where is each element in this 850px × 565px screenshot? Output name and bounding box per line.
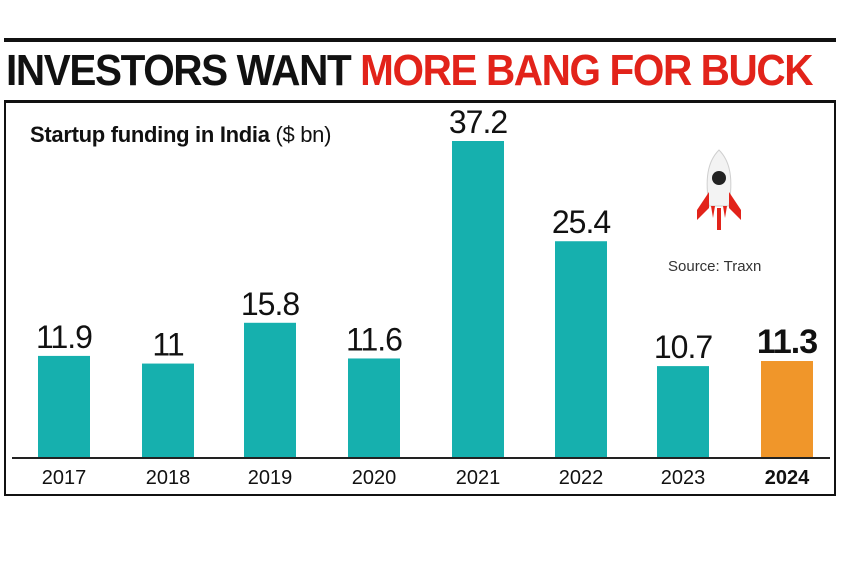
bar-2024	[761, 361, 813, 457]
x-tick-2020: 2020	[352, 467, 397, 489]
bar-2023	[657, 366, 709, 457]
bar-2017	[38, 355, 90, 457]
chart-frame	[4, 100, 836, 496]
bar-2020	[348, 358, 400, 457]
subtitle-main: Startup funding in India	[30, 122, 270, 147]
chart-subtitle: Startup funding in India ($ bn)	[30, 122, 331, 148]
rocket-icon	[697, 149, 741, 230]
value-label-2021: 37.2	[449, 104, 507, 140]
x-tick-2018: 2018	[146, 467, 191, 489]
headline-part-1: INVESTORS WANT	[6, 46, 352, 95]
subtitle-unit: ($ bn)	[275, 122, 332, 147]
value-label-2022: 25.4	[552, 204, 610, 240]
value-label-2017: 11.9	[36, 319, 92, 355]
x-tick-2024: 2024	[765, 467, 810, 489]
x-tick-2019: 2019	[248, 467, 293, 489]
value-label-2023: 10.7	[654, 329, 712, 365]
bar-2018	[142, 363, 194, 457]
value-label-2024: 11.3	[757, 323, 817, 361]
value-label-2020: 11.6	[346, 321, 402, 357]
bar-2021	[452, 141, 504, 457]
value-label-2018: 11	[152, 327, 183, 363]
bar-2019	[244, 322, 296, 457]
headline: INVESTORS WANT MORE BANG FOR BUCK	[6, 46, 813, 96]
top-rule	[4, 38, 836, 42]
headline-part-2: MORE BANG FOR BUCK	[360, 46, 813, 95]
x-tick-2021: 2021	[456, 467, 501, 489]
x-tick-2017: 2017	[42, 467, 87, 489]
source-note: Source: Traxn	[668, 258, 762, 275]
x-tick-2023: 2023	[661, 467, 706, 489]
x-tick-2022: 2022	[559, 467, 604, 489]
bar-2022	[555, 241, 607, 457]
value-label-2019: 15.8	[241, 286, 299, 322]
